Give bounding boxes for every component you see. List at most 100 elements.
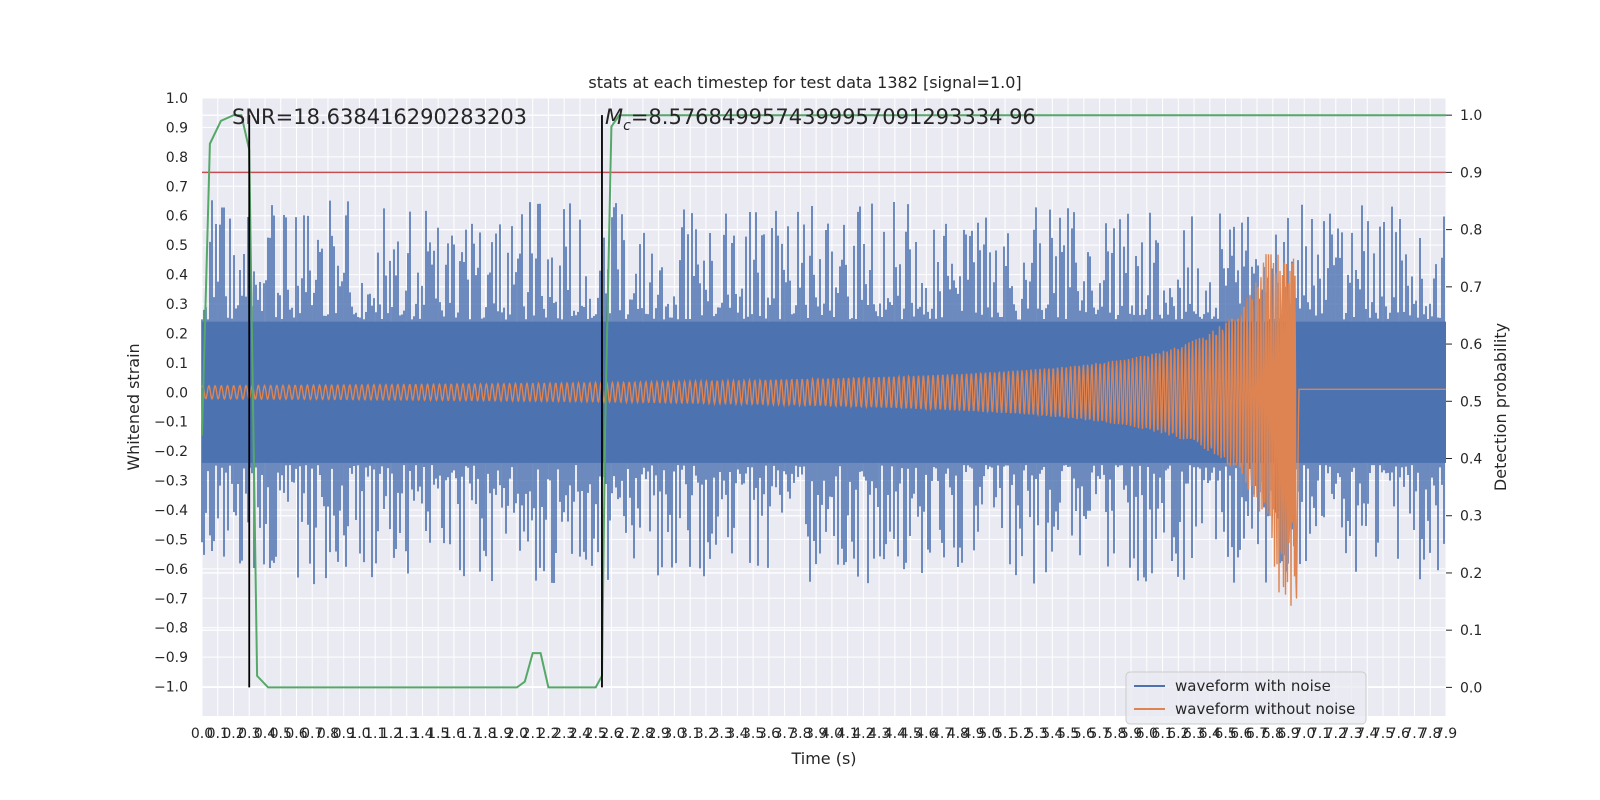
x-tick-label: 6.7 <box>1246 726 1268 742</box>
x-tick-label: 2.9 <box>648 726 670 742</box>
x-tick-label: 7.1 <box>1309 726 1331 742</box>
y-tick-labels: 1.0 0.9 0.8 0.7 0.6 0.5 0.4 0.3 0.2 0.1 0.0 −0.1 −0.… <box>154 91 188 696</box>
x-tick-label: 0.5 <box>270 726 292 742</box>
x-tick-labels: 0.00.10.20.30.40.50.60.70.80.91.01.11.21… <box>191 726 1457 742</box>
x-tick-label: 7.8 <box>1419 726 1441 742</box>
x-tick-label: 1.3 <box>396 726 418 742</box>
y-tick-label: −1.0 <box>154 680 188 696</box>
x-tick-label: 0.1 <box>207 726 229 742</box>
x-tick-label: 7.2 <box>1325 726 1347 742</box>
y2-tick-label: 0.5 <box>1460 394 1482 410</box>
y2-axis-label: Detection probability <box>1491 323 1510 491</box>
x-tick-label: 5.2 <box>1010 726 1032 742</box>
x-tick-label: 5.1 <box>994 726 1016 742</box>
x-tick-label: 6.1 <box>1151 726 1173 742</box>
x-tick-label: 3.7 <box>774 726 796 742</box>
x-tick-label: 1.4 <box>411 726 433 742</box>
x-tick-label: 4.2 <box>852 726 874 742</box>
y-axis-label: Whitened strain <box>124 343 143 470</box>
x-tick-label: 5.3 <box>1025 726 1047 742</box>
x-tick-label: 1.6 <box>443 726 465 742</box>
y2-tick-label: 1.0 <box>1460 108 1482 124</box>
x-tick-label: 0.7 <box>301 726 323 742</box>
x-tick-label: 0.0 <box>191 726 213 742</box>
x-tick-label: 6.2 <box>1167 726 1189 742</box>
y-tick-label: 0.6 <box>166 209 188 225</box>
x-tick-label: 0.9 <box>333 726 355 742</box>
y2-tick-label: 0.7 <box>1460 280 1482 296</box>
x-tick-label: 0.4 <box>254 726 276 742</box>
x-tick-label: 7.5 <box>1372 726 1394 742</box>
y-tick-label: −0.6 <box>154 562 188 578</box>
clean-waveform-line <box>201 254 1446 606</box>
mc-subscript: c <box>623 118 631 134</box>
y2-tick-labels: 1.0 0.9 0.8 0.7 0.6 0.5 0.4 0.3 0.2 0.1 0.0 <box>1460 108 1482 696</box>
x-tick-label: 4.6 <box>915 726 937 742</box>
y-tick-label: −0.1 <box>154 415 188 431</box>
x-tick-label: 6.0 <box>1136 726 1158 742</box>
x-tick-label: 2.6 <box>600 726 622 742</box>
legend-label-clean: waveform without noise <box>1175 700 1355 718</box>
x-tick-label: 2.0 <box>506 726 528 742</box>
vertical-markers <box>248 115 603 688</box>
x-tick-label: 4.4 <box>884 726 906 742</box>
y-tick-label: 0.4 <box>166 268 188 284</box>
legend-label-noise: waveform with noise <box>1175 677 1331 695</box>
x-tick-label: 1.2 <box>380 726 402 742</box>
x-tick-label: 4.7 <box>931 726 953 742</box>
x-tick-label: 1.5 <box>427 726 449 742</box>
x-tick-label: 7.4 <box>1356 726 1378 742</box>
y-tick-label: −0.5 <box>154 532 188 548</box>
x-tick-label: 0.2 <box>222 726 244 742</box>
x-tick-label: 0.3 <box>238 726 260 742</box>
x-tick-label: 7.9 <box>1435 726 1457 742</box>
x-tick-label: 5.5 <box>1057 726 1079 742</box>
y2-tick-label: 0.4 <box>1460 452 1482 468</box>
x-tick-label: 1.9 <box>490 726 512 742</box>
x-tick-label: 5.8 <box>1104 726 1126 742</box>
x-tick-label: 3.0 <box>663 726 685 742</box>
y-tick-label: 1.0 <box>166 91 188 107</box>
y2-tick-label: 0.6 <box>1460 337 1482 353</box>
x-tick-label: 0.8 <box>317 726 339 742</box>
x-tick-label: 4.3 <box>868 726 890 742</box>
x-tick-label: 6.5 <box>1214 726 1236 742</box>
mc-symbol: M <box>605 105 623 129</box>
x-tick-label: 3.4 <box>726 726 748 742</box>
y-tick-label: −0.9 <box>154 650 188 666</box>
legend-box <box>1125 671 1367 725</box>
y2-tick-label: 0.3 <box>1460 509 1482 525</box>
x-tick-label: 4.8 <box>947 726 969 742</box>
y-tick-label: 0.9 <box>166 120 188 136</box>
x-tick-label: 3.2 <box>695 726 717 742</box>
x-tick-label: 2.1 <box>522 726 544 742</box>
y2-tick-label: 0.0 <box>1460 680 1482 696</box>
x-tick-label: 6.4 <box>1199 726 1221 742</box>
x-tick-label: 7.7 <box>1403 726 1425 742</box>
x-tick-label: 4.1 <box>836 726 858 742</box>
chart-title: stats at each timestep for test data 138… <box>588 73 1021 92</box>
x-tick-label: 0.6 <box>285 726 307 742</box>
x-tick-label: 2.7 <box>616 726 638 742</box>
x-tick-label: 3.3 <box>711 726 733 742</box>
x-tick-label: 5.4 <box>1041 726 1063 742</box>
x-tick-label: 5.0 <box>978 726 1000 742</box>
x-tick-label: 7.3 <box>1340 726 1362 742</box>
x-tick-label: 5.9 <box>1120 726 1142 742</box>
x-tick-label: 1.8 <box>474 726 496 742</box>
y-tick-label: −0.7 <box>154 591 188 607</box>
x-tick-label: 4.0 <box>821 726 843 742</box>
x-tick-label: 2.3 <box>553 726 575 742</box>
y-tick-label: 0.5 <box>166 238 188 254</box>
y2-tick-label: 0.2 <box>1460 566 1482 582</box>
x-tick-label: 2.4 <box>569 726 591 742</box>
y2-tick-label: 0.8 <box>1460 223 1482 239</box>
legend: waveform with noise waveform without noi… <box>1125 671 1367 725</box>
x-tick-label: 7.6 <box>1388 726 1410 742</box>
y-tick-label: 0.0 <box>166 385 188 401</box>
x-tick-label: 7.0 <box>1293 726 1315 742</box>
x-tick-label: 3.8 <box>789 726 811 742</box>
y-tick-label: 0.3 <box>166 297 188 313</box>
y-tick-label: 0.1 <box>166 356 188 372</box>
